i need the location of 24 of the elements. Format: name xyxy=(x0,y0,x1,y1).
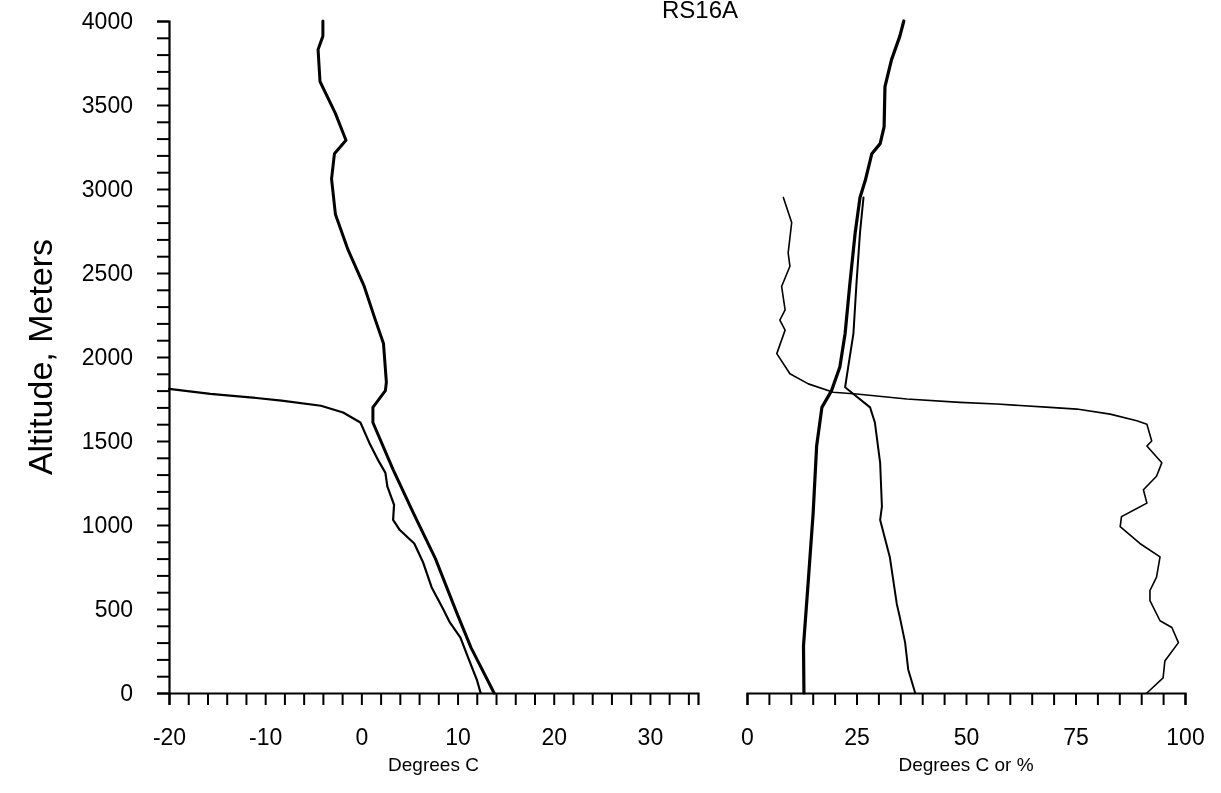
x-tick-label: 50 xyxy=(953,724,980,751)
y-axis-title: Altitude, Meters xyxy=(21,238,59,476)
y-tick-label: 2000 xyxy=(81,343,133,370)
x-axis-title: Degrees C xyxy=(388,754,479,775)
y-tick-label: 3500 xyxy=(81,91,133,118)
y-tick-label: 0 xyxy=(120,679,133,706)
x-tick-label: -10 xyxy=(249,724,283,751)
x-tick-label: 0 xyxy=(741,724,754,751)
x-tick-label: 0 xyxy=(355,724,369,751)
x-tick-label: -20 xyxy=(152,724,187,751)
chart-title: RS16A xyxy=(661,0,739,23)
x-tick-label: 100 xyxy=(1166,724,1205,751)
x-tick-label: 75 xyxy=(1063,724,1089,751)
y-tick-label: 1000 xyxy=(81,511,133,538)
y-tick-label: 500 xyxy=(94,595,133,622)
x-tick-label: 30 xyxy=(637,724,664,751)
x-tick-label: 10 xyxy=(445,724,471,751)
y-tick-label: 2500 xyxy=(81,259,133,286)
y-tick-label: 3000 xyxy=(81,175,133,202)
x-tick-label: 20 xyxy=(541,724,568,751)
y-tick-label: 1500 xyxy=(81,427,133,454)
x-axis-title: Degrees C or % xyxy=(898,754,1034,775)
y-tick-label: 4000 xyxy=(81,7,133,34)
x-tick-label: 25 xyxy=(844,724,870,751)
